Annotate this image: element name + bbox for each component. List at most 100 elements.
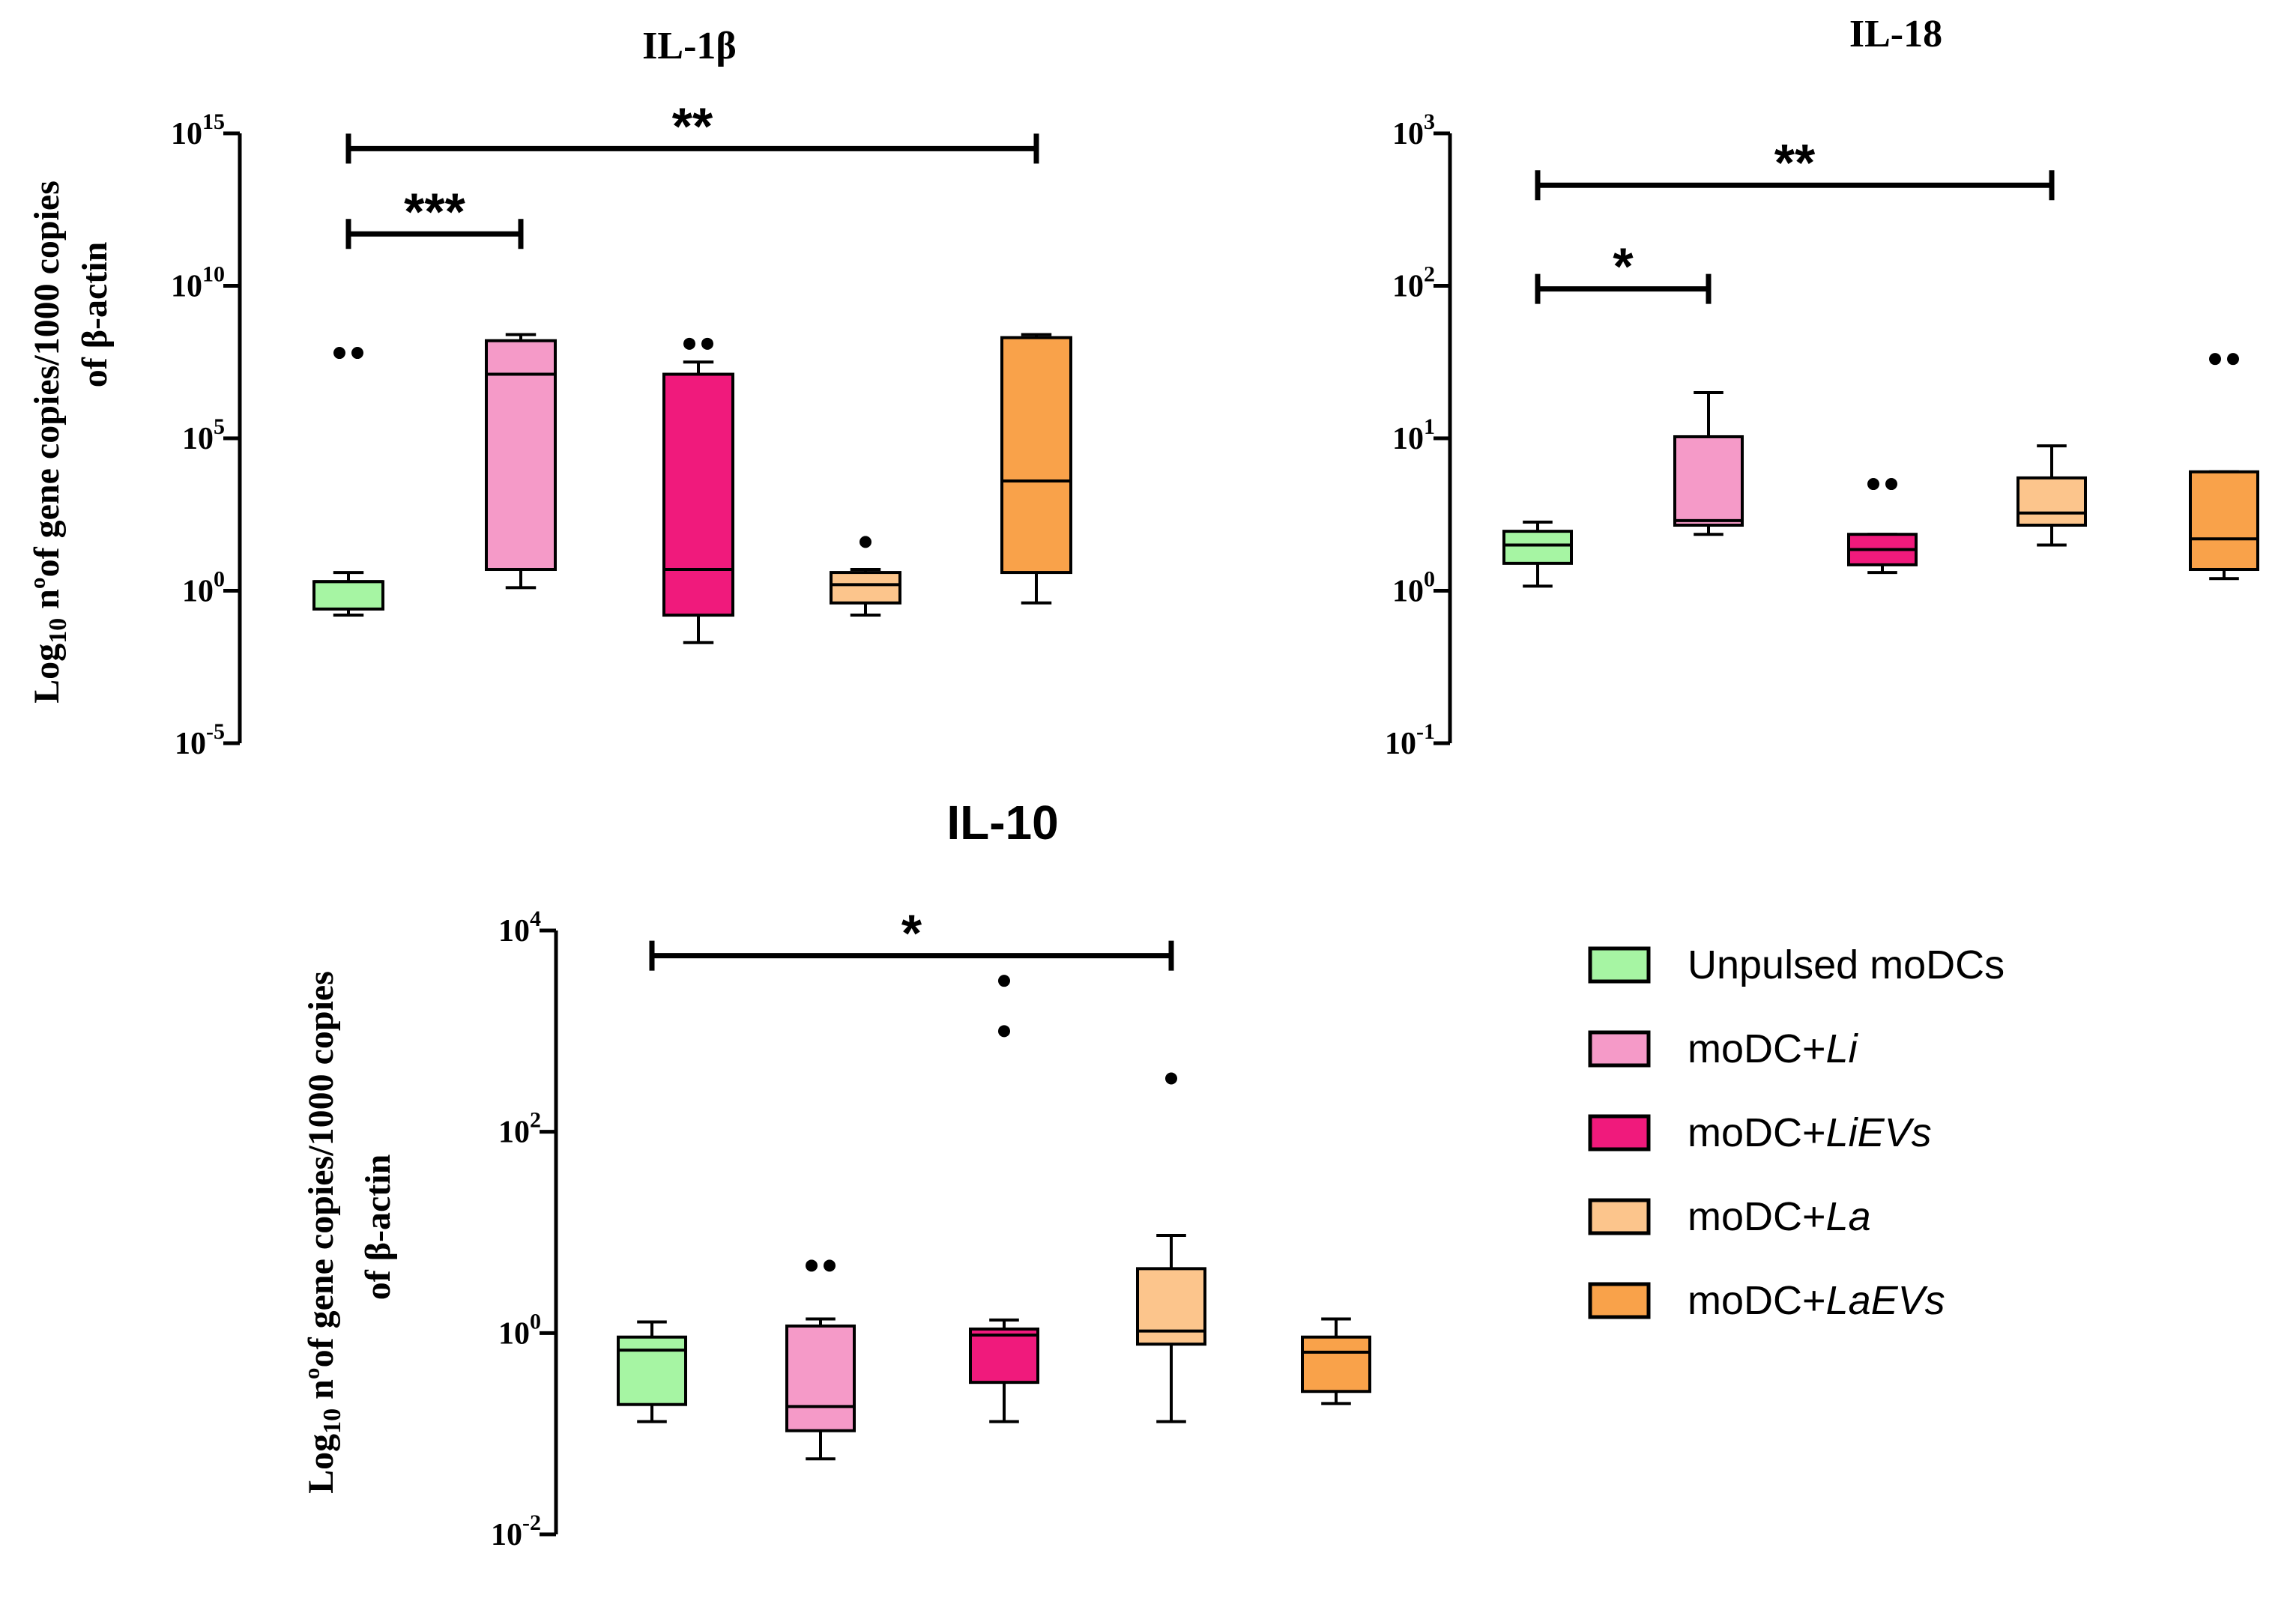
legend-label-italic: LiEVs: [1826, 1110, 1932, 1155]
y-tick-label: 100: [498, 1309, 541, 1351]
y-axis-label-log: Log: [301, 1434, 341, 1494]
y-tick-label: 10-1: [1385, 719, 1435, 761]
box-1: [785, 1259, 856, 1461]
significance-bar: **: [345, 97, 1039, 164]
box-body: [830, 571, 901, 605]
y-tick-exponent: 15: [202, 109, 225, 134]
box-body: [785, 1324, 856, 1432]
y-tick-label: 100: [182, 567, 225, 609]
box-4: [1301, 1317, 1371, 1405]
y-tick-label: 102: [498, 1108, 541, 1150]
box-body: [485, 339, 557, 572]
legend-label: moDC+La: [1688, 1194, 1871, 1239]
y-tick-base: 10: [1392, 117, 1424, 151]
box-body: [1502, 530, 1573, 565]
outlier-point: [351, 347, 363, 360]
legend-label: moDC+LiEVs: [1688, 1110, 1932, 1155]
panel-title-il1b: IL-1β: [642, 25, 737, 67]
box-body: [1136, 1267, 1206, 1346]
y-tick-exponent: 5: [214, 414, 225, 439]
box-3: [1136, 1072, 1206, 1423]
legend-swatch: [1588, 1198, 1651, 1235]
y-tick-label: 103: [1392, 109, 1435, 151]
panel-title-il18: IL-18: [1849, 13, 1942, 55]
y-tick-exponent: 4: [530, 907, 541, 931]
y-tick-label: 10-5: [175, 719, 225, 761]
outlier-point: [701, 337, 713, 350]
significance-label: *: [1613, 237, 1634, 296]
significance-bar: ***: [345, 182, 524, 249]
significance-label: ***: [404, 182, 465, 240]
significance-label: **: [1774, 133, 1816, 192]
outlier-point: [2227, 353, 2239, 366]
box-4: [2189, 353, 2259, 581]
outlier-point: [860, 536, 871, 548]
panel-title-il10: IL-10: [946, 796, 1058, 850]
outlier-point: [1885, 478, 1897, 491]
legend-swatch: [1588, 1282, 1651, 1319]
y-axis-label-sub: 10: [318, 1408, 346, 1434]
legend-label-italic: Li: [1826, 1026, 1859, 1071]
significance-bar: **: [1535, 133, 2055, 201]
y-axis-label-rest: nºof gene copies/1000 copies: [27, 181, 67, 618]
box-2: [969, 975, 1039, 1423]
box-body: [1301, 1335, 1371, 1393]
legend-label: moDC+LaEVs: [1688, 1278, 1945, 1323]
y-axis-label-rest: nºof gene copies/1000 copies: [301, 971, 341, 1408]
y-tick-exponent: -1: [1416, 719, 1435, 744]
legend-item: Unpulsed moDCs: [1588, 942, 2005, 987]
outlier-point: [683, 337, 695, 350]
box-0: [617, 1320, 687, 1423]
legend-label-prefix: Unpulsed moDCs: [1688, 942, 2005, 987]
outlier-point: [998, 1025, 1010, 1038]
legend-label-italic: La: [1826, 1194, 1871, 1239]
legend-item: moDC+Li: [1588, 1026, 1859, 1071]
y-tick-label: 10-2: [491, 1510, 541, 1552]
significance-bar: *: [649, 904, 1174, 971]
y-tick-base: 10: [1392, 270, 1424, 304]
y-tick-label: 1015: [171, 109, 225, 151]
y-tick-base: 10: [171, 270, 202, 304]
box-body: [1000, 336, 1072, 575]
significance-bar: *: [1535, 237, 1712, 304]
y-tick-base: 10: [175, 727, 206, 761]
y-tick-base: 10: [498, 1316, 530, 1351]
y-tick-base: 10: [1392, 422, 1424, 456]
y-tick-base: 10: [1385, 727, 1416, 761]
y-tick-base: 10: [491, 1518, 522, 1552]
legend-item: moDC+La: [1588, 1194, 1871, 1239]
box-1: [485, 333, 557, 590]
outlier-point: [824, 1259, 836, 1272]
significance-label: *: [901, 904, 922, 963]
y-tick-exponent: 0: [530, 1309, 541, 1334]
legend: Unpulsed moDCsmoDC+LimoDC+LiEVsmoDC+Lamo…: [1588, 942, 2005, 1323]
y-tick-label: 101: [1392, 414, 1435, 456]
y-axis-label-il1b: Log10 nºof gene copies/1000 copies: [27, 181, 72, 703]
significance-label: **: [672, 97, 713, 155]
y-axis-label-log: Log: [27, 644, 67, 703]
y-axis-label-il10: Log10 nºof gene copies/1000 copies: [301, 971, 346, 1494]
box-0: [312, 347, 384, 617]
y-tick-label: 102: [1392, 262, 1435, 304]
box-body: [1673, 435, 1744, 527]
legend-label-prefix: moDC+: [1688, 1278, 1826, 1323]
y-tick-exponent: 0: [1424, 567, 1435, 592]
y-axis-label-il1b-line2: of β-actin: [75, 242, 115, 388]
legend-label-prefix: moDC+: [1688, 1194, 1826, 1239]
y-tick-label: 105: [182, 414, 225, 456]
box-body: [312, 580, 384, 611]
y-tick-base: 10: [171, 117, 202, 151]
y-tick-exponent: 2: [1424, 262, 1435, 287]
outlier-point: [998, 975, 1010, 987]
legend-label: moDC+Li: [1688, 1026, 1859, 1071]
box-3: [830, 536, 901, 617]
y-tick-exponent: 0: [214, 567, 225, 592]
outlier-point: [2209, 353, 2221, 366]
legend-swatch: [1588, 1030, 1651, 1068]
box-body: [662, 372, 734, 617]
y-tick-exponent: 2: [530, 1108, 541, 1133]
